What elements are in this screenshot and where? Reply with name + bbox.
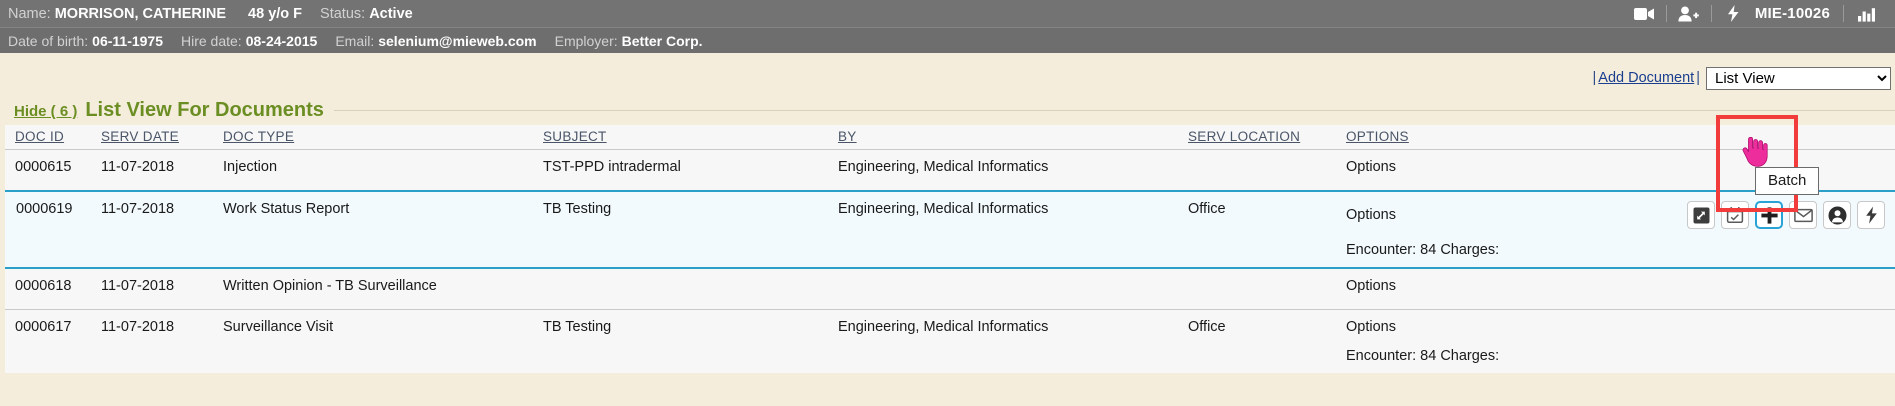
table-body: 0000615 11-07-2018 Injection TST-PPD int… (0, 149, 1895, 373)
patient-banner-secondary: Date of birth: 06-11-1975 Hire date: 08-… (0, 27, 1895, 53)
cell-serv-date: 11-07-2018 (101, 190, 223, 269)
cell-doc-type: Injection (223, 149, 543, 191)
status-label: Status: (320, 5, 366, 22)
cell-doc-type: Written Opinion - TB Surveillance (223, 267, 543, 310)
name-label: Name: (8, 5, 51, 22)
cell-doc-id: 0000619 (0, 190, 101, 269)
add-user-icon[interactable] (1672, 3, 1706, 25)
cell-by: Engineering, Medical Informatics (838, 149, 1188, 191)
envelope-icon[interactable] (1789, 201, 1817, 229)
column-header-doc-id[interactable]: DOC ID (1, 125, 101, 150)
table-row[interactable]: 0000618 11-07-2018 Written Opinion - TB … (1, 267, 1895, 310)
documents-panel: | Add Document | List View Hide ( 6 ) Li… (0, 53, 1895, 406)
bar-chart-icon[interactable] (1849, 3, 1883, 25)
video-camera-icon[interactable] (1627, 3, 1661, 25)
cell-serv-date: 11-07-2018 (101, 149, 223, 191)
cell-subject (543, 267, 838, 310)
add-document-link[interactable]: Add Document (1598, 70, 1695, 86)
cell-options: Options Encounter: 84 Charges: (1346, 309, 1895, 373)
cell-options: Options (1346, 267, 1895, 310)
patient-age-sex: 48 y/o F (248, 5, 303, 22)
column-header-serv-location[interactable]: SERV LOCATION (1188, 125, 1346, 150)
cell-serv-date: 11-07-2018 (101, 267, 223, 310)
cell-doc-id: 0000617 (1, 309, 101, 373)
documents-toolbar: | Add Document | List View (0, 53, 1895, 93)
toolbar-separator-right: | (1696, 70, 1700, 86)
cell-doc-id: 0000615 (1, 149, 101, 191)
encounter-summary: Encounter: 84 Charges: (1346, 348, 1500, 364)
lightning-bolt-icon[interactable] (1717, 3, 1751, 25)
plus-icon[interactable] (1755, 201, 1783, 229)
cell-doc-id: 0000618 (1, 267, 101, 310)
dob-label: Date of birth: (8, 32, 89, 49)
calendar-check-icon[interactable] (1721, 201, 1749, 229)
table-row[interactable]: 0000615 11-07-2018 Injection TST-PPD int… (1, 149, 1895, 191)
documents-table-wrap: DOC ID SERV DATE DOC TYPE SUBJECT BY SER… (0, 115, 1895, 373)
options-link[interactable]: Options (1346, 207, 1396, 223)
cell-subject: TB Testing (543, 190, 838, 269)
lightning-bolt-icon[interactable] (1857, 201, 1885, 229)
patient-name: MORRISON, CATHERINE (54, 5, 227, 22)
column-header-by[interactable]: BY (838, 125, 1188, 150)
employer-value: Better Corp. (621, 32, 703, 49)
encounter-summary: Encounter: 84 Charges: (1346, 242, 1500, 258)
left-edge-strip (0, 53, 5, 406)
cell-serv-date: 11-07-2018 (101, 309, 223, 373)
batch-tooltip: Batch (1755, 167, 1820, 195)
documents-table: DOC ID SERV DATE DOC TYPE SUBJECT BY SER… (0, 125, 1895, 373)
page-title: List View For Documents (85, 99, 324, 121)
status-value: Active (369, 5, 413, 22)
record-id: MIE-10026 (1754, 5, 1830, 22)
hire-date-value: 08-24-2015 (245, 32, 318, 49)
column-header-doc-type[interactable]: DOC TYPE (223, 125, 543, 150)
banner-action-icons: MIE-10026 (1627, 3, 1887, 25)
section-header: Hide ( 6 ) List View For Documents (0, 93, 1895, 125)
options-link[interactable]: Options (1346, 319, 1396, 335)
cell-by: Engineering, Medical Informatics (838, 309, 1188, 373)
cell-serv-location: Office (1188, 190, 1346, 269)
cell-subject: TB Testing (543, 309, 838, 373)
table-header: DOC ID SERV DATE DOC TYPE SUBJECT BY SER… (1, 125, 1895, 150)
patient-banner-primary: Name: MORRISON, CATHERINE 48 y/o F Statu… (0, 0, 1895, 27)
options-row: Options (1346, 201, 1895, 229)
options-cell-content: Options (1346, 201, 1895, 258)
options-link[interactable]: Options (1346, 159, 1396, 175)
cell-by (838, 267, 1188, 310)
cell-options: Options (1346, 190, 1895, 269)
cell-by: Engineering, Medical Informatics (838, 190, 1188, 269)
options-link[interactable]: Options (1346, 278, 1396, 294)
cell-serv-location (1188, 267, 1346, 310)
table-row[interactable]: 0000617 11-07-2018 Surveillance Visit TB… (1, 309, 1895, 373)
patient-banner-left: Name: MORRISON, CATHERINE 48 y/o F Statu… (8, 6, 413, 22)
hide-toggle-link[interactable]: Hide ( 6 ) (14, 103, 78, 120)
row-action-icons (1687, 201, 1895, 229)
view-mode-select[interactable]: List View (1706, 66, 1891, 90)
cell-serv-location (1188, 149, 1346, 191)
dob-value: 06-11-1975 (92, 32, 163, 49)
title-rule (333, 110, 1895, 111)
options-cell-content: Options Encounter: 84 Charges: (1346, 319, 1895, 364)
column-header-serv-date[interactable]: SERV DATE (101, 125, 223, 150)
banner-divider-1 (1665, 5, 1667, 22)
email-label: Email: (335, 32, 375, 49)
column-header-options[interactable]: OPTIONS (1346, 125, 1895, 150)
email-value: selenium@mieweb.com (378, 32, 537, 49)
column-header-subject[interactable]: SUBJECT (543, 125, 838, 150)
employer-label: Employer: (554, 32, 618, 49)
open-external-icon[interactable] (1687, 201, 1715, 229)
table-header-row: DOC ID SERV DATE DOC TYPE SUBJECT BY SER… (1, 125, 1895, 150)
banner-divider-2 (1710, 5, 1712, 22)
toolbar-separator-left: | (1592, 70, 1597, 86)
person-circle-icon[interactable] (1823, 201, 1851, 229)
cell-subject: TST-PPD intradermal (543, 149, 838, 191)
cell-serv-location: Office (1188, 309, 1346, 373)
banner-divider-3 (1843, 5, 1844, 22)
cell-doc-type: Work Status Report (223, 190, 543, 269)
hire-date-label: Hire date: (181, 32, 242, 49)
cell-doc-type: Surveillance Visit (223, 309, 543, 373)
table-row[interactable]: 0000619 11-07-2018 Work Status Report TB… (0, 190, 1895, 269)
